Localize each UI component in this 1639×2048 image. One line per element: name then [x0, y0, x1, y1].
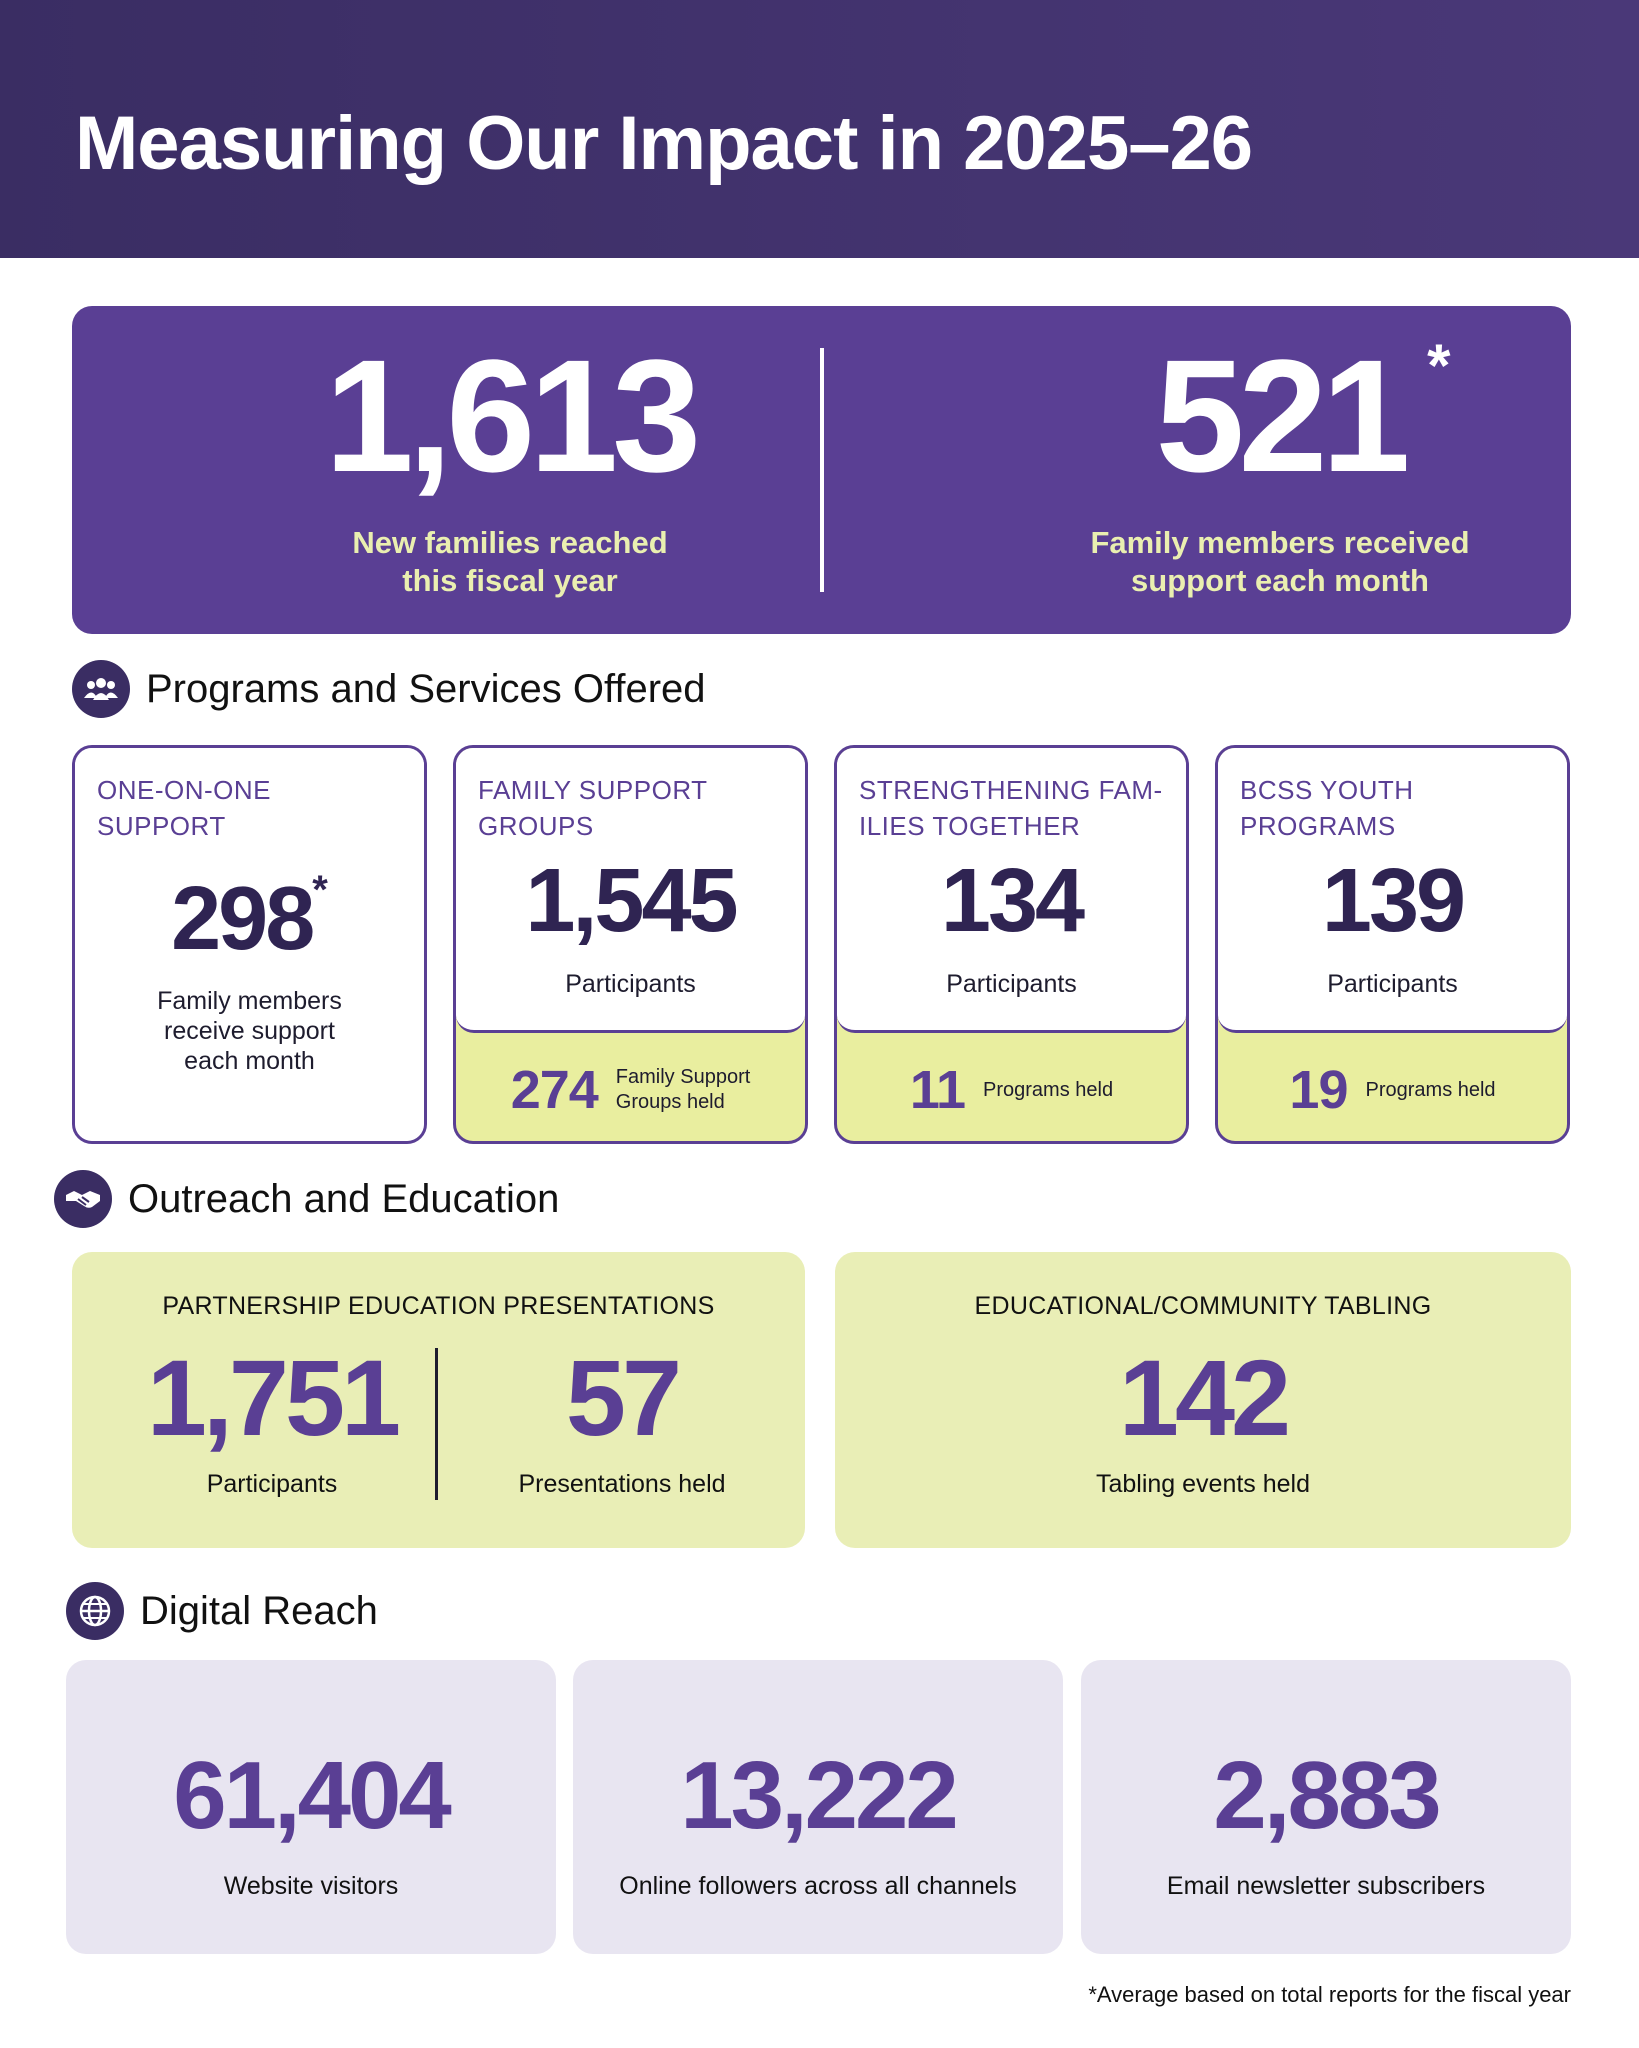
- program-card-body: ONE-ON-ONE SUPPORT 298* Family members r…: [75, 748, 424, 1141]
- hero-family-members-caption: Family members received support each mon…: [980, 524, 1580, 600]
- asterisk: *: [312, 868, 328, 912]
- program-card-title: BCSS YOUTH PROGRAMS: [1240, 772, 1551, 844]
- digital-card-website: 61,404 Website visitors: [66, 1660, 556, 1954]
- program-card-subtitle: Participants: [565, 970, 696, 998]
- title-line: PROGRAMS: [1240, 811, 1396, 841]
- digital-card-label: Online followers across all channels: [619, 1872, 1017, 1900]
- title-line: STRENGTHENING FAM-: [859, 775, 1163, 805]
- partnership-participants-label: Participants: [206, 1470, 338, 1498]
- program-card-body: FAMILY SUPPORT GROUPS 1,545 Participants: [456, 748, 805, 1033]
- globe-icon: [66, 1582, 124, 1640]
- partnership-presentations-value: 57: [565, 1337, 682, 1458]
- partnership-participants-value: 1,751: [146, 1337, 401, 1458]
- partnership-presentations: 57 Presentations held: [452, 1344, 792, 1499]
- caption-line: this fiscal year: [402, 563, 618, 598]
- digital-card-value: 61,404: [173, 1742, 452, 1849]
- title-line: ONE-ON-ONE: [97, 775, 271, 805]
- caption-line: Family members received: [1090, 525, 1470, 560]
- partnership-divider: [435, 1348, 438, 1500]
- outreach-heading: Outreach and Education: [54, 1170, 559, 1228]
- footer-line: Family Support: [615, 1066, 751, 1088]
- program-card-title: STRENGTHENING FAM- ILIES TOGETHER: [859, 772, 1170, 844]
- page-title: Measuring Our Impact in 2025–26: [75, 101, 1253, 186]
- partnership-presentations-card: PARTNERSHIP EDUCATION PRESENTATIONS 1,75…: [72, 1252, 805, 1548]
- title-line: FAMILY SUPPORT: [478, 775, 708, 805]
- program-card-footer: 11 Programs held: [837, 1036, 1186, 1141]
- program-card-footer: 274 Family Support Groups held: [456, 1036, 805, 1141]
- sub-line: each month: [184, 1047, 315, 1075]
- programs-heading-label: Programs and Services Offered: [146, 666, 706, 711]
- hero-divider: [820, 348, 824, 592]
- caption-line: support each month: [1131, 563, 1429, 598]
- hero-new-families: 1,613 New families reached this fiscal y…: [210, 336, 810, 600]
- program-card-footer: 19 Programs held: [1218, 1036, 1567, 1141]
- program-card-title: FAMILY SUPPORT GROUPS: [478, 772, 789, 844]
- program-card-bcss-youth: BCSS YOUTH PROGRAMS 139 Participants 19 …: [1215, 745, 1570, 1144]
- title-line: BCSS YOUTH: [1240, 775, 1414, 805]
- digital-card-label: Website visitors: [223, 1872, 399, 1900]
- title-line: GROUPS: [478, 811, 594, 841]
- footer-value: 274: [510, 1060, 599, 1120]
- footer-label: Family Support Groups held: [616, 1065, 751, 1115]
- program-card-title: ONE-ON-ONE SUPPORT: [97, 772, 408, 844]
- program-card-one-on-one: ONE-ON-ONE SUPPORT 298* Family members r…: [72, 745, 427, 1144]
- title-line: ILIES TOGETHER: [859, 811, 1081, 841]
- digital-card-value: 2,883: [1213, 1742, 1441, 1849]
- program-card-body: STRENGTHENING FAM- ILIES TOGETHER 134 Pa…: [837, 748, 1186, 1033]
- footer-line: Groups held: [615, 1091, 725, 1113]
- hero-stats: 1,613 New families reached this fiscal y…: [72, 306, 1571, 634]
- program-card-strengthening-families: STRENGTHENING FAM- ILIES TOGETHER 134 Pa…: [834, 745, 1189, 1144]
- footer-label: Programs held: [1365, 1078, 1496, 1101]
- outreach-heading-label: Outreach and Education: [128, 1176, 560, 1221]
- digital-card-value: 13,222: [680, 1742, 959, 1849]
- program-card-value: 134: [940, 851, 1085, 951]
- partnership-title: PARTNERSHIP EDUCATION PRESENTATIONS: [162, 1292, 715, 1320]
- program-card-body: BCSS YOUTH PROGRAMS 139 Participants: [1218, 748, 1567, 1033]
- program-card-value: 298*: [171, 868, 328, 969]
- digital-card-label: Email newsletter subscribers: [1166, 1872, 1486, 1900]
- partnership-participants: 1,751 Participants: [112, 1344, 432, 1499]
- digital-heading: Digital Reach: [66, 1582, 378, 1640]
- hero-family-members: 521 * Family members received support eac…: [980, 336, 1580, 600]
- sub-line: Family members: [157, 987, 342, 1015]
- sub-line: receive support: [164, 1017, 335, 1045]
- hero-new-families-value: 1,613: [324, 326, 701, 505]
- tabling-label: Tabling events held: [1095, 1470, 1311, 1498]
- program-card-value: 1,545: [525, 851, 738, 951]
- people-group-icon: [72, 660, 130, 718]
- program-card-value: 139: [1321, 851, 1466, 951]
- hero-new-families-caption: New families reached this fiscal year: [210, 524, 810, 600]
- hero-family-members-value: 521 *: [1155, 326, 1451, 505]
- tabling-value: 142: [1118, 1337, 1291, 1458]
- program-card-family-support-groups: FAMILY SUPPORT GROUPS 1,545 Participants…: [453, 745, 808, 1144]
- program-card-subtitle: Participants: [1327, 970, 1458, 998]
- footer-value: 11: [909, 1060, 966, 1120]
- partnership-presentations-label: Presentations held: [518, 1470, 726, 1498]
- footer-value: 19: [1289, 1060, 1348, 1120]
- tabling-events: 142 Tabling events held: [835, 1344, 1571, 1499]
- program-card-subtitle: Family members receive support each mont…: [75, 986, 424, 1076]
- caption-line: New families reached: [352, 525, 668, 560]
- digital-card-followers: 13,222 Online followers across all chann…: [573, 1660, 1063, 1954]
- asterisk: *: [1427, 332, 1451, 399]
- header-banner: Measuring Our Impact in 2025–26: [0, 0, 1639, 258]
- handshake-icon: [54, 1170, 112, 1228]
- digital-card-newsletter: 2,883 Email newsletter subscribers: [1081, 1660, 1571, 1954]
- title-line: SUPPORT: [97, 811, 226, 841]
- tabling-card: EDUCATIONAL/COMMUNITY TABLING 142 Tablin…: [835, 1252, 1571, 1548]
- tabling-title: EDUCATIONAL/COMMUNITY TABLING: [974, 1292, 1432, 1320]
- footnote: *Average based on total reports for the …: [1088, 1982, 1571, 2007]
- programs-heading: Programs and Services Offered: [72, 660, 706, 718]
- digital-heading-label: Digital Reach: [140, 1588, 378, 1633]
- footer-label: Programs held: [983, 1078, 1114, 1101]
- program-card-subtitle: Participants: [946, 970, 1077, 998]
